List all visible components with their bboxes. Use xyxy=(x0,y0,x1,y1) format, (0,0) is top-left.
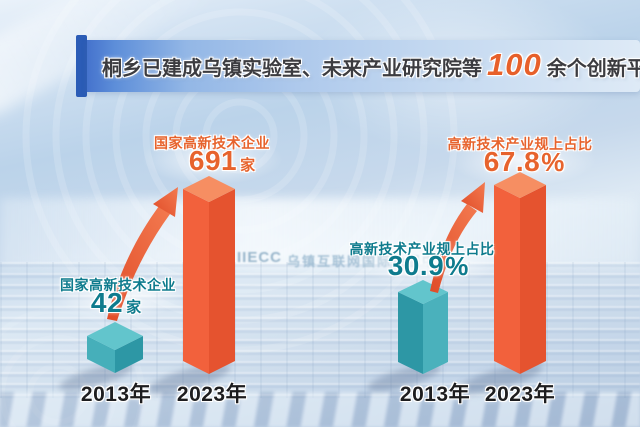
value-2023-enterprises: 691 家 xyxy=(189,147,255,175)
title-prefix: 桐乡已建成乌镇实验室、未来产业研究院等 xyxy=(102,57,482,80)
value-number: 691 xyxy=(188,145,238,176)
value-2013-enterprises: 42 家 xyxy=(91,289,141,317)
axis-year-2013-left: 2013年 xyxy=(80,383,152,406)
value-number: 67.8 xyxy=(483,146,541,177)
bar-face-right xyxy=(115,336,143,373)
value-number: 30.9 xyxy=(387,250,445,281)
title-suffix: 余个创新平台 xyxy=(546,57,640,80)
value-number: 42 xyxy=(90,287,124,318)
bar-face-left xyxy=(398,292,423,374)
value-unit: % xyxy=(541,147,565,177)
bar-face-left xyxy=(494,185,520,374)
bar-2023-enterprises xyxy=(183,176,235,374)
bar-face-right xyxy=(423,292,448,374)
bar-2013-enterprises xyxy=(87,322,143,373)
bar-2023-share xyxy=(494,172,546,374)
value-unit: 家 xyxy=(126,299,142,316)
value-2023-share: 67.8% xyxy=(484,148,565,176)
title-highlight-number: 100 xyxy=(487,47,542,82)
value-2013-share: 30.9% xyxy=(388,252,469,280)
axis-year-2013-right: 2013年 xyxy=(399,383,471,406)
bar-2013-share xyxy=(398,280,448,374)
value-unit: % xyxy=(445,251,469,281)
title-banner: 桐乡已建成乌镇实验室、未来产业研究院等 100 余个创新平台 xyxy=(87,40,640,92)
bar-face-right xyxy=(520,185,546,374)
bar-face-left xyxy=(87,336,115,373)
bar-face-left xyxy=(183,189,209,374)
value-unit: 家 xyxy=(240,157,256,174)
axis-year-2023-right: 2023年 xyxy=(484,383,556,406)
bar-face-right xyxy=(209,189,235,374)
axis-year-2023-left: 2023年 xyxy=(176,383,248,406)
banner-accent-bar xyxy=(76,35,87,97)
